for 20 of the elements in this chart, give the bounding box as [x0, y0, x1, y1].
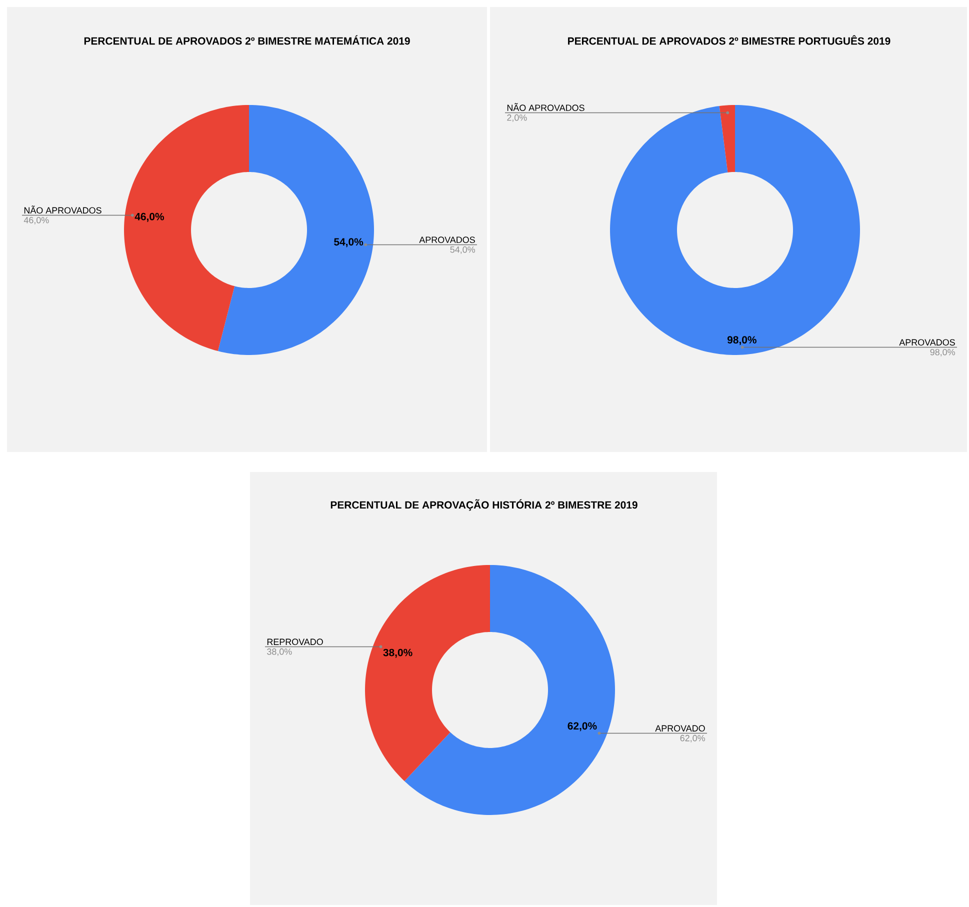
slice-label: APROVADO [655, 725, 705, 732]
chart-title: PERCENTUAL DE APROVAÇÃO HISTÓRIA 2º BIMESTRE 2019 [330, 499, 638, 511]
slice-label: NÃO APROVADOS [507, 103, 584, 112]
slice-label: NÃO APROVADOS [24, 206, 102, 214]
text: 54,0% [334, 238, 364, 248]
text: 98,0% [727, 336, 756, 346]
slice-label: APROVADOS [899, 339, 955, 346]
text: 38,0% [383, 648, 412, 658]
data-label: 38,0% [267, 648, 292, 656]
chart-title: PERCENTUAL DE APROVADOS 2º BIMESTRE MATEMÁTICA 2019 [84, 35, 410, 45]
data-label: 98,0% [930, 348, 955, 356]
data-label: 62,0% [680, 734, 705, 742]
data-label: 2,0% [507, 114, 527, 122]
data-label: 46,0% [24, 216, 49, 224]
data-label: 54,0% [450, 246, 475, 254]
text: 62,0% [568, 722, 597, 732]
slice-label: REPROVADO [267, 638, 323, 646]
text: 46,0% [134, 212, 164, 222]
slice-label: APROVADOS [419, 236, 475, 244]
chart-title: PERCENTUAL DE APROVADOS 2º BIMESTRE PORTUGUÊS 2019 [568, 35, 890, 45]
